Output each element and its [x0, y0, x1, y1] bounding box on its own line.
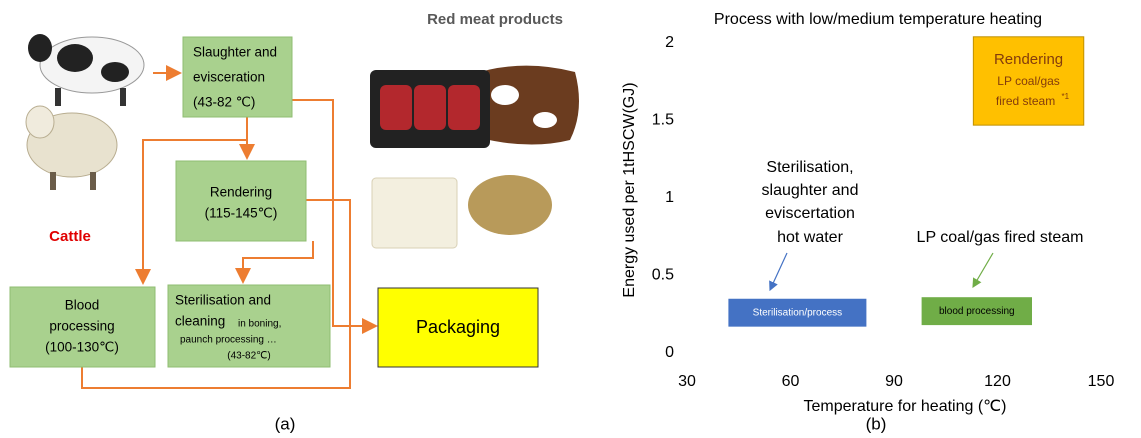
sheep-image — [25, 105, 118, 190]
products-image — [370, 65, 579, 249]
annotation: hot water — [777, 229, 843, 246]
box-label: LP coal/gas — [997, 74, 1060, 88]
y-tick-label: 0 — [665, 344, 674, 361]
x-tick-label: 90 — [885, 373, 903, 390]
x-tick-label: 150 — [1088, 373, 1115, 390]
cow-image — [28, 34, 145, 106]
x-tick-label: 60 — [782, 373, 800, 390]
node-label: (43-82℃) — [227, 351, 270, 362]
range-box — [921, 297, 1032, 326]
y-tick-label: 2 — [665, 34, 674, 51]
box-label: Sterilisation/process — [753, 307, 842, 318]
chart-title: Process with low/medium temperature heat… — [714, 11, 1042, 28]
box-label: Rendering — [994, 51, 1063, 68]
annotation: LP coal/gas fired steam — [917, 229, 1084, 246]
annotation: eviscertation — [765, 205, 855, 222]
x-axis-label: Temperature for heating (℃) — [804, 398, 1007, 415]
node-label: Packaging — [416, 317, 500, 337]
node-label: evisceration — [193, 70, 265, 85]
annotation: slaughter and — [762, 182, 859, 199]
node-box — [175, 160, 307, 242]
y-axis-label: Energy used per 1tHSCW(GJ) — [621, 82, 638, 297]
panel-label: (a) — [275, 414, 296, 433]
range-box — [972, 36, 1085, 126]
node-label: Rendering — [210, 185, 272, 200]
connectors — [81, 65, 378, 389]
x-tick-label: 30 — [678, 373, 696, 390]
products-label: Red meat products — [427, 11, 563, 28]
node-label: Sterilisation and — [175, 293, 271, 308]
x-tick-label: 120 — [984, 373, 1011, 390]
node-label: (100-130℃) — [45, 340, 119, 355]
node-label: (43-82 ℃) — [193, 95, 255, 110]
y-tick-label: 1 — [665, 189, 674, 206]
node-label: in boning, — [238, 319, 281, 330]
panel-label: (b) — [866, 414, 887, 433]
range-box — [728, 298, 867, 327]
y-tick-label: 0.5 — [652, 267, 674, 284]
node-label: Blood — [65, 298, 100, 313]
node-label: (115-145℃) — [205, 206, 278, 221]
node-box — [167, 284, 331, 368]
box-label: blood processing — [939, 306, 1015, 317]
annotation-arrow — [972, 252, 994, 289]
cattle-label: Cattle — [49, 228, 91, 245]
node-box — [9, 286, 156, 368]
node-box — [182, 36, 293, 118]
y-tick-label: 1.5 — [652, 112, 674, 129]
annotation-arrow — [769, 252, 788, 292]
node-label: paunch processing … — [180, 335, 277, 346]
box-label: *1 — [1062, 92, 1070, 101]
node-label: processing — [49, 319, 114, 334]
node-label: cleaning — [175, 314, 225, 329]
box-label: fired steam — [996, 94, 1055, 108]
node-box — [377, 287, 539, 368]
annotation: Sterilisation, — [766, 159, 853, 176]
node-label: Slaughter and — [193, 45, 277, 60]
